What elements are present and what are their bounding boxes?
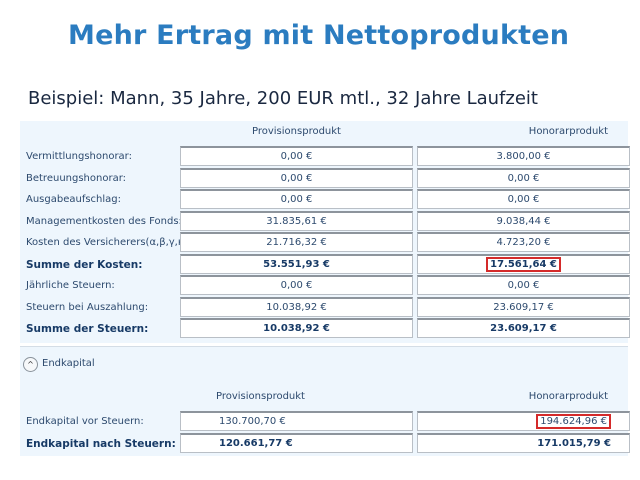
provisionsprodukt-value: 21.716,32 € — [180, 232, 413, 252]
provisionsprodukt-value: 53.551,93 € — [180, 253, 413, 274]
table-row: Jährliche Steuern: 0,00 € 0,00 € — [20, 275, 630, 296]
row-label: Vermittlungshonorar: — [26, 151, 132, 162]
value-text: 10.038,92 € — [263, 323, 330, 334]
value-text: 21.716,32 € — [266, 237, 327, 248]
table-row: Managementkosten des Fonds: 31.835,61 € … — [20, 210, 630, 232]
highlighted-value: 17.561,64 € — [486, 256, 561, 272]
highlighted-value: 194.624,96 € — [536, 414, 611, 429]
honorarprodukt-value: 171.015,79 € — [417, 433, 630, 453]
value-text: 0,00 € — [507, 280, 540, 291]
header-honorarprodukt: Honorarprodukt — [528, 391, 608, 402]
row-label: Kosten des Versicherers(α,β,γ,κ): — [26, 237, 192, 248]
provisionsprodukt-value: 10.038,92 € — [180, 318, 413, 338]
honorarprodukt-value: 0,00 € — [417, 167, 630, 188]
page-subtitle: Beispiel: Mann, 35 Jahre, 200 EUR mtl., … — [28, 88, 538, 109]
endkapital-panel: ^ Endkapital Provisionsprodukt Honorarpr… — [20, 346, 630, 456]
provisionsprodukt-value: 10.038,92 € — [180, 296, 413, 317]
row-label: Summe der Steuern: — [26, 323, 149, 335]
value-text: 0,00 € — [507, 172, 540, 184]
table-row: Kosten des Versicherers(α,β,γ,κ): 21.716… — [20, 232, 630, 253]
value-text: 130.700,70 € — [219, 416, 286, 427]
header-provisionsprodukt: Provisionsprodukt — [252, 126, 341, 137]
honorarprodukt-value: 23.609,17 € — [417, 318, 630, 338]
row-label: Ausgabeaufschlag: — [26, 194, 122, 205]
provisionsprodukt-value: 31.835,61 € — [180, 210, 413, 231]
page-title: Mehr Ertrag mit Nettoprodukten — [68, 20, 570, 51]
row-label: Endkapital vor Steuern: — [26, 416, 144, 427]
provisionsprodukt-value: 130.700,70 € — [180, 411, 413, 431]
honorarprodukt-value: 23.609,17 € — [417, 296, 630, 317]
table-row: Summe der Kosten: 53.551,93 € 17.561,64 … — [20, 253, 630, 275]
row-label: Managementkosten des Fonds: — [26, 215, 182, 227]
provisionsprodukt-value: 0,00 € — [180, 189, 413, 209]
honorarprodukt-value: 17.561,64 € — [417, 253, 630, 274]
provisionsprodukt-value: 0,00 € — [180, 167, 413, 188]
table-row: Summe der Steuern: 10.038,92 € 23.609,17… — [20, 318, 630, 339]
row-label: Steuern bei Auszahlung: — [26, 301, 149, 313]
table-row: Vermittlungshonorar: 0,00 € 3.800,00 € — [20, 146, 630, 167]
header-honorarprodukt: Honorarprodukt — [528, 126, 608, 137]
table-row: Ausgabeaufschlag: 0,00 € 0,00 € — [20, 189, 630, 210]
value-text: 10.038,92 € — [266, 301, 327, 313]
honorarprodukt-value: 3.800,00 € — [417, 146, 630, 166]
value-text: 53.551,93 € — [263, 258, 330, 270]
table-row: Steuern bei Auszahlung: 10.038,92 € 23.6… — [20, 296, 630, 318]
value-text: 0,00 € — [280, 151, 313, 162]
value-text: 4.723,20 € — [496, 237, 551, 248]
value-text: 120.661,77 € — [219, 438, 293, 449]
value-text: 0,00 € — [280, 172, 313, 184]
value-text: 31.835,61 € — [266, 215, 327, 227]
header-provisionsprodukt: Provisionsprodukt — [216, 391, 305, 402]
value-text: 0,00 € — [280, 280, 313, 291]
row-label: Jährliche Steuern: — [26, 280, 115, 291]
honorarprodukt-value: 0,00 € — [417, 275, 630, 295]
value-text: 9.038,44 € — [496, 215, 551, 227]
value-text: 23.609,17 € — [490, 323, 557, 334]
value-text: 0,00 € — [507, 194, 540, 205]
table-row: Betreuungshonorar: 0,00 € 0,00 € — [20, 167, 630, 189]
honorarprodukt-value: 0,00 € — [417, 189, 630, 209]
row-label: Summe der Kosten: — [26, 258, 143, 271]
value-text: 3.800,00 € — [496, 151, 551, 162]
provisionsprodukt-value: 0,00 € — [180, 146, 413, 166]
costs-panel: Provisionsprodukt Honorarprodukt Vermitt… — [20, 121, 630, 343]
honorarprodukt-value: 4.723,20 € — [417, 232, 630, 252]
honorarprodukt-value: 9.038,44 € — [417, 210, 630, 231]
value-text: 0,00 € — [280, 194, 313, 205]
value-text: 23.609,17 € — [493, 301, 554, 313]
table-row: Endkapital vor Steuern: 130.700,70 € 194… — [20, 411, 630, 432]
row-label: Endkapital nach Steuern: — [26, 438, 176, 450]
chevron-up-circle-icon[interactable]: ^ — [23, 357, 38, 372]
endkapital-section-label[interactable]: Endkapital — [42, 358, 95, 369]
honorarprodukt-value: 194.624,96 € — [417, 411, 630, 431]
provisionsprodukt-value: 120.661,77 € — [180, 433, 413, 453]
provisionsprodukt-value: 0,00 € — [180, 275, 413, 295]
row-label: Betreuungshonorar: — [26, 172, 127, 184]
table-row: Endkapital nach Steuern: 120.661,77 € 17… — [20, 433, 630, 454]
value-text: 171.015,79 € — [537, 438, 611, 449]
